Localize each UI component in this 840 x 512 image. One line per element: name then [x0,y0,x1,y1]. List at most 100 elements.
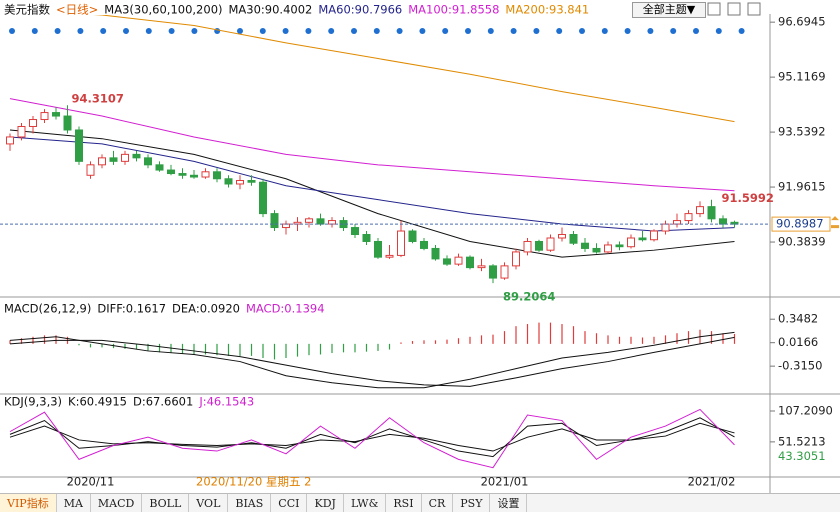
macd-bar [55,335,57,344]
tab[interactable]: MACD [91,494,143,512]
event-dot [351,28,357,34]
tab[interactable]: BIAS [228,494,272,512]
low-label: 89.2064 [503,290,555,304]
candle-body [431,247,440,260]
candle-body [121,153,129,162]
candle-body [351,227,359,236]
x-tick-label: 2021/01 [481,475,529,489]
tab[interactable]: VIP指标 [0,494,57,512]
legend-text: MACD:0.1394 [246,302,325,316]
tab[interactable]: PSY [453,494,491,512]
candle-body [247,180,256,183]
event-dot [214,28,221,34]
ma-line [93,15,735,123]
window-icon[interactable] [707,2,721,16]
macd-bar [101,343,103,348]
event-dot [533,28,540,34]
macd-bar [365,343,368,352]
candle-body [155,164,164,171]
tab[interactable]: CR [422,494,454,512]
candle-body [443,258,451,265]
macd-bar [561,324,563,344]
macd-bar [273,343,276,360]
candle-body [167,169,175,175]
candle-body [259,181,267,215]
candle-body [132,153,141,159]
ma-line [9,417,735,458]
candle-body [374,240,382,258]
panel [9,322,736,389]
macd-bar [515,326,517,344]
tab[interactable]: KDJ [307,494,344,512]
macd-bar [492,334,494,344]
macd-bar [331,343,333,354]
macd-bar [262,343,264,359]
tab[interactable]: BOLL [142,494,190,512]
candle-body [190,174,198,178]
ma-line [9,136,735,232]
tab[interactable]: RSI [386,494,422,512]
event-dot [670,28,677,34]
tab[interactable]: CCI [271,494,308,512]
price-arrow [831,216,839,229]
candle-body [17,125,26,138]
y-tick-label: 0.3482 [778,312,818,326]
recent-high-label: 91.5992 [722,191,774,205]
event-dot [123,28,129,34]
candle-body [420,240,428,249]
candle-body [408,230,417,242]
event-dot [624,28,631,34]
event-dot [282,28,289,34]
macd-bar [653,336,655,344]
legend-text: D:67.6601 [133,395,193,409]
macd-bar [572,326,575,344]
tab[interactable]: VOL [189,494,229,512]
tab[interactable]: 设置 [490,494,528,512]
candle-body [489,265,497,279]
ma-line [9,331,735,389]
ma-line [9,129,735,258]
legend-text: MA3(30,60,100,200) [104,3,222,17]
candle-body [523,240,532,253]
candle-body [696,206,704,215]
event-dot [168,28,175,34]
window-icon[interactable] [747,2,761,16]
event-dot [510,28,517,34]
event-dot [647,28,654,34]
legend-text: DEA:0.0920 [172,302,240,316]
event-dot [419,28,426,34]
event-dot [601,28,608,34]
candle-body [673,220,681,225]
candle-body [236,180,244,185]
event-dot [100,28,107,34]
ma-line [9,336,735,387]
y-tick-label: 107.2090 [778,403,833,417]
macd-bar [434,340,437,344]
chart: 2020/11/20 星期五 2 美元指数 <日线> MA3(30,60,100,2… [0,2,840,493]
macd-bar [411,341,414,344]
macd-bar [503,331,506,344]
tab[interactable]: MA [57,494,91,512]
tab[interactable]: LW& [344,494,387,512]
macd-bar [388,343,391,350]
high-label: 94.3107 [72,92,124,106]
window-icon[interactable] [727,2,741,16]
macd-bar [239,343,241,356]
macd-bar [400,342,402,344]
macd-bar [607,335,609,344]
theme-button[interactable]: 全部主题▼ [632,2,706,18]
y-tick-label: 96.6945 [778,15,826,29]
macd-bar [20,338,23,344]
legend-text: 美元指数 [4,3,50,17]
event-dot [579,28,585,34]
event-dot [54,28,61,34]
candle-body [477,265,486,269]
macd-bar [227,343,230,356]
candle-body [707,206,716,220]
macd-bar [687,331,690,344]
event-dot [77,28,84,34]
y-tick-label: 95.1169 [778,70,826,84]
macd-bar [733,333,736,344]
macd-bar [618,336,621,344]
macd-bar [158,343,161,353]
